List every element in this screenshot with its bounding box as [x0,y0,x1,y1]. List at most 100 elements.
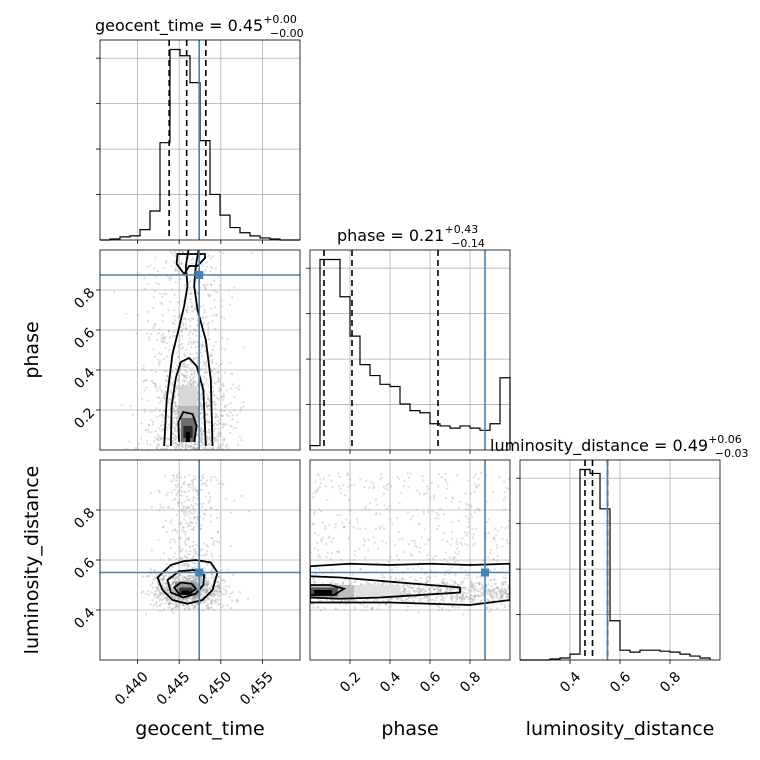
sample-point [174,596,177,599]
sample-point [169,584,172,587]
sample-point [330,581,333,585]
sample-point [440,595,443,598]
sample-point [434,517,437,520]
sample-point [171,588,174,592]
sample-point [418,492,421,495]
sample-point [202,587,205,590]
sample-point [205,401,208,404]
sample-point [208,421,212,424]
sample-point [204,401,207,404]
sample-point [331,568,334,571]
sample-point [174,390,177,393]
sample-point [231,418,234,421]
sample-point [228,432,232,435]
sample-point [350,581,353,584]
sample-point [186,525,190,528]
sample-point [151,420,155,424]
sample-point [193,549,196,553]
sample-point [478,590,481,593]
sample-point [471,516,474,519]
sample-point [211,447,214,450]
histogram-steps [309,258,511,450]
sample-point [205,600,208,604]
sample-point [166,437,169,440]
sample-point [178,602,181,605]
sample-point [195,550,198,554]
sample-point [207,293,210,296]
sample-point [191,367,195,370]
sample-point [192,382,195,385]
sample-point [395,597,399,601]
sample-point [437,608,440,612]
sample-point [442,581,445,585]
sample-point [494,527,497,530]
sample-point [174,334,177,338]
sample-point [150,431,153,434]
sample-point [496,586,500,589]
contour-line [172,581,198,595]
sample-point [187,597,190,600]
sample-point [362,544,365,547]
sample-point [199,528,202,531]
sample-point [219,388,223,391]
sample-point [207,428,210,431]
sample-point [209,599,213,602]
sample-point [206,589,209,592]
sample-point [433,588,437,591]
sample-point [189,298,192,301]
sample-point [179,441,183,444]
sample-point [383,527,386,530]
sample-point [470,505,473,509]
sample-point [184,444,187,447]
sample-point [194,552,197,555]
sample-point [167,603,171,606]
sample-point [210,606,213,609]
sample-point [363,486,366,489]
sample-point [218,584,221,587]
sample-point [189,384,192,387]
sample-point [187,489,190,492]
sample-point [444,583,447,586]
sample-point [184,544,187,547]
sample-point [144,613,148,616]
sample-point [192,526,195,529]
sample-point [186,579,190,583]
sample-point [395,554,398,557]
sample-point [174,433,177,437]
sample-point [214,313,217,316]
sample-point [171,577,174,580]
sample-point [247,510,251,513]
sample-point [443,573,446,576]
sample-point [454,595,457,599]
sample-point [167,592,170,595]
sample-point [183,564,186,567]
sample-point [151,423,155,426]
sample-point [186,578,189,581]
sample-point [170,480,173,483]
sample-point [169,300,172,303]
sample-point [142,364,146,367]
sample-point [190,346,193,349]
sample-point [166,445,169,448]
sample-point [158,592,161,595]
sample-point [200,580,204,584]
sample-point [183,379,186,382]
sample-point [177,393,180,396]
sample-point [433,588,436,592]
sample-point [425,492,428,495]
sample-point [174,401,177,404]
sample-point [194,380,197,384]
sample-point [212,592,216,596]
sample-point [202,446,205,449]
sample-point [209,436,212,439]
sample-point [189,445,192,448]
sample-point [407,585,410,588]
sample-point [177,345,180,348]
sample-point [217,447,220,450]
sample-point [335,608,338,611]
sample-point [174,280,178,284]
sample-point [492,537,495,540]
sample-point [445,480,448,483]
sample-point [169,538,173,541]
sample-point [206,437,209,440]
